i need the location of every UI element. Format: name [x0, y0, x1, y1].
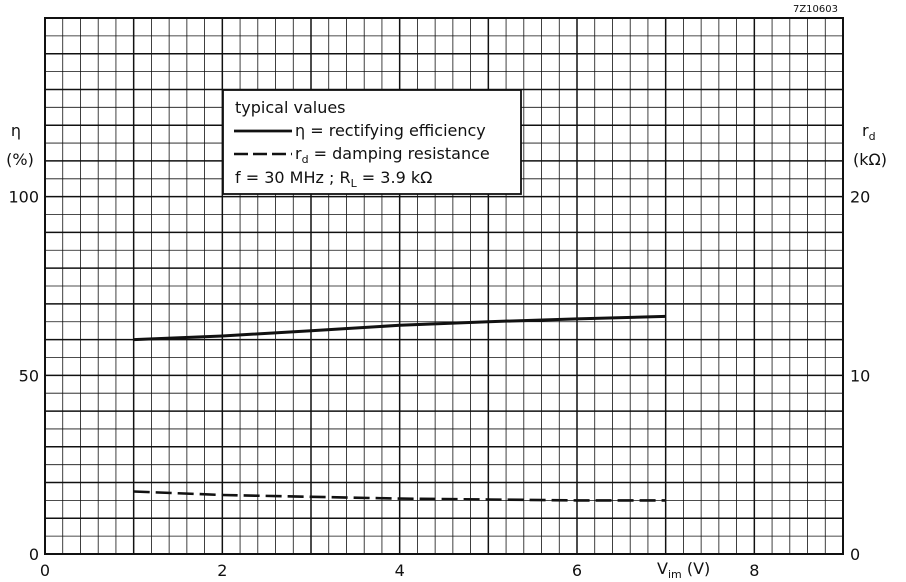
y-right-unit: (kΩ) [853, 150, 887, 169]
x-tick-label: 8 [749, 561, 759, 580]
legend-title: typical values [235, 98, 346, 117]
y-left-tick-label: 100 [8, 188, 39, 207]
legend-entry-damping: rd = damping resistance [295, 144, 490, 166]
legend-entry-efficiency: η = rectifying efficiency [295, 121, 486, 140]
x-tick-label: 6 [572, 561, 582, 580]
legend-conditions: f = 30 MHz ; RL = 3.9 kΩ [235, 168, 432, 190]
y-right-tick-label: 10 [850, 366, 870, 385]
y-right-tick-label: 0 [850, 545, 860, 564]
x-tick-label: 2 [217, 561, 227, 580]
x-tick-label: 0 [40, 561, 50, 580]
y-right-symbol: rd [862, 121, 876, 143]
y-left-symbol: η [11, 121, 21, 140]
series-damping-line [133, 490, 666, 502]
figure-code: 7Z10603 [793, 4, 838, 15]
y-left-unit: (%) [6, 150, 34, 169]
plot-frame [44, 17, 844, 555]
y-right-tick-label: 20 [850, 188, 870, 207]
x-ticks: 0 2 4 6 8 [40, 561, 760, 580]
y-left-ticks: 0 50 100 [8, 188, 39, 564]
legend-box [222, 89, 522, 195]
x-tick-label: 4 [395, 561, 405, 580]
x-axis-title: Vim (V) [657, 559, 710, 581]
y-left-tick-label: 0 [29, 545, 39, 564]
series-efficiency-line [133, 314, 666, 342]
y-right-ticks: 0 10 20 [850, 188, 870, 564]
series-layer [133, 314, 666, 502]
legend: typical values η = rectifying efficiency… [222, 89, 522, 195]
y-left-tick-label: 50 [19, 366, 39, 385]
